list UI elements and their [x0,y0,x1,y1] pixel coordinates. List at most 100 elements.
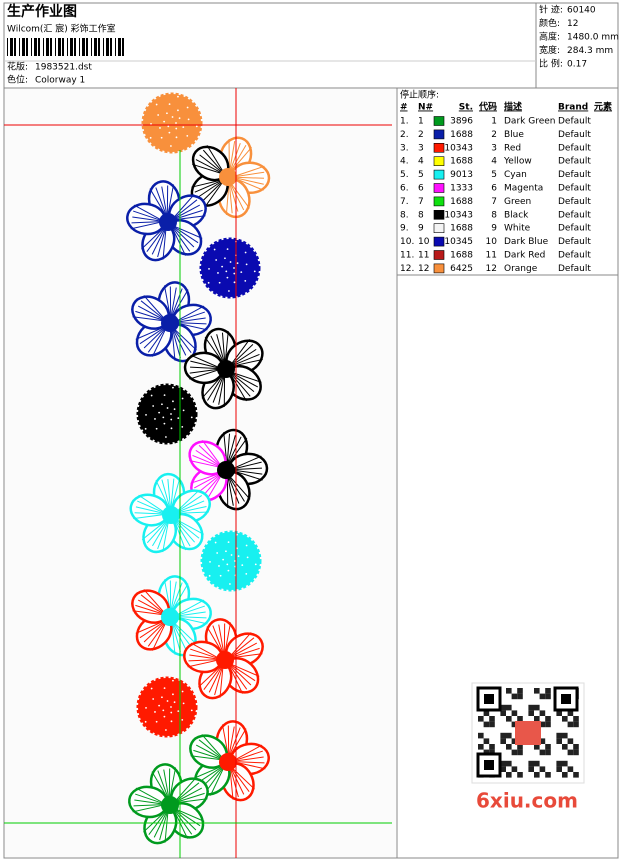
dot [213,248,216,251]
dot [165,436,167,438]
code: 4 [491,157,497,167]
hatch [157,518,170,550]
bar-stripe [67,38,68,56]
hatch [131,220,165,224]
hatch [174,494,203,514]
petal [131,295,171,330]
qr-cell [506,760,512,767]
hatch [133,210,165,222]
hatch [203,663,224,691]
hatch [187,658,222,668]
hatch [209,764,226,796]
dot [236,262,239,265]
hatch [231,176,264,185]
hatch [227,662,248,690]
dot [190,416,193,419]
hatch [228,637,255,659]
hatch [228,339,251,368]
dot [165,729,167,731]
flower-center [161,796,179,814]
needle: 8 [418,210,424,220]
hatch [197,178,225,198]
row-index: 5. [400,170,409,180]
hatch [229,467,262,471]
qr-cell [517,772,523,778]
hatch [163,769,170,802]
hatch [229,455,262,471]
dot [177,710,180,713]
hatch [170,224,199,244]
qr-cell [500,766,506,772]
hatch [157,225,167,258]
hatch [207,372,225,401]
qr-cell [506,744,512,750]
qr-cell [539,693,546,700]
title: 生产作业图 [7,3,77,20]
hatch [166,185,169,219]
hatch [227,473,251,500]
hatch [229,765,250,793]
stitches: 1688 [450,197,473,207]
dot [163,422,166,425]
hatch [194,472,224,489]
hatch [135,793,167,805]
colorway-label: 色位: [7,74,28,86]
color-swatch [433,250,445,260]
hatch [140,594,167,616]
dot [178,117,181,120]
hatch [174,489,200,514]
dot [168,103,171,106]
stitches: 9013 [450,170,473,180]
qr-finder [484,760,494,770]
row-index: 4. [400,157,409,167]
dot [171,116,174,118]
color-swatch [433,183,445,193]
petal [135,319,173,357]
hatch [171,326,197,351]
dot [181,397,184,400]
petal [189,734,229,769]
dot [170,145,172,147]
bar-stripe [10,38,13,56]
dot [152,405,155,407]
hatch [173,605,205,617]
hatch [231,744,263,762]
hatch [143,619,168,643]
flower-center [162,506,180,524]
qr-cell [483,738,490,744]
qr-cell [545,744,551,750]
hatch [190,642,222,660]
qr-cell [567,738,574,744]
row-index: 7. [400,197,409,207]
row-index: 1. [400,117,409,127]
dot [207,281,210,284]
hatch [199,154,226,175]
dot [225,270,228,273]
dot [162,709,165,712]
brand: Default [558,157,591,167]
column-header: 元素 [594,101,612,113]
hatch [228,371,258,388]
hatch [214,663,224,696]
description: Black [504,210,529,220]
brand: Default [558,264,591,274]
dot [177,417,180,420]
color-swatch [433,223,445,233]
dot [166,700,169,702]
needle: 9 [418,224,424,234]
qr-cell [489,749,495,756]
qr-cell [573,772,579,778]
hatch [173,787,203,804]
qr-cell [545,716,551,722]
hatch [229,343,254,368]
hatch [231,756,264,762]
hatch [228,642,258,659]
bar-stripe [31,38,32,56]
hatch [228,632,252,659]
hatch [170,478,175,512]
bar-stripe [50,38,52,56]
qr-cell [539,738,546,744]
qr-cell [562,716,568,722]
design-label: 花版: [7,61,28,73]
